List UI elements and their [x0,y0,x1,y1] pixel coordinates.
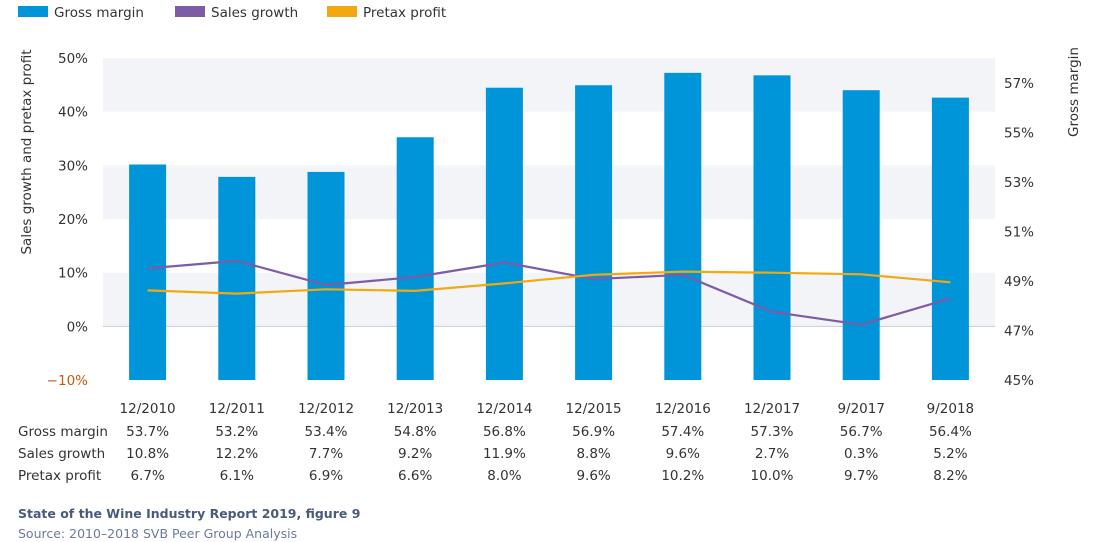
bar-gross-margin [575,85,613,380]
category-label: 12/2012 [298,401,354,417]
table-cell: 6.1% [220,468,254,484]
category-labels: 12/2010 12/2011 12/2012 12/2013 12/2014 12/20… [120,401,975,417]
table-cell: 54.8% [394,424,437,440]
table-cell: 9.6% [666,446,700,462]
table-cell: 12.2% [215,446,258,462]
bar-gross-margin [753,75,791,380]
table-cell: 8.8% [576,446,610,462]
legend-label: Gross margin [54,5,144,21]
table-cell: 53.2% [215,424,258,440]
category-label: 12/2016 [655,401,711,417]
category-label: 12/2011 [209,401,265,417]
legend: Gross margin Sales growth Pretax profit [18,5,446,21]
legend-label: Pretax profit [363,5,446,21]
table-cell: 6.9% [309,468,343,484]
table-cell: 57.3% [751,424,794,440]
right-tick-label: 55% [1004,125,1034,141]
right-tick-label: 51% [1004,224,1034,240]
right-axis-title: Gross margin [1066,47,1082,137]
bar-gross-margin [485,87,523,380]
bar-gross-margin [129,164,167,380]
legend-swatch-pretax-profit [327,6,357,17]
left-tick-label: 10% [58,266,88,282]
table-cell: 10.8% [126,446,169,462]
table-cell: 6.7% [130,468,164,484]
line-sales-growth [147,259,951,326]
table-cell: 11.9% [483,446,526,462]
table-cell: 10.0% [751,468,794,484]
left-tick-label: 20% [58,212,88,228]
right-tick-label: 57% [1004,76,1034,92]
left-axis-title: Sales growth and pretax profit [19,49,35,254]
table-cell: 56.8% [483,424,526,440]
right-axis-ticks: 57% 55% 53% 51% 49% 47% 45% [1004,76,1034,389]
legend-label: Sales growth [211,5,298,21]
table-cell: 9.7% [844,468,878,484]
table-cell: 56.9% [572,424,615,440]
table-cell: 10.2% [661,468,704,484]
bar-gross-margin [307,171,345,380]
left-tick-label: 50% [58,51,88,67]
category-label: 12/2015 [566,401,622,417]
legend-swatch-gross-margin [18,6,48,17]
table-cell: 53.7% [126,424,169,440]
bar-gross-margin [842,90,880,380]
figure-caption: State of the Wine Industry Report 2019, … [18,506,360,521]
table-cell: 57.4% [661,424,704,440]
bar-gross-margin [218,176,256,380]
table-row-header: Sales growth [18,446,105,462]
table-cell: 9.2% [398,446,432,462]
table-cell: 2.7% [755,446,789,462]
table-cell: 7.7% [309,446,343,462]
right-tick-label: 45% [1004,373,1034,389]
gross-margin-bars [129,72,969,380]
figure-source: Source: 2010–2018 SVB Peer Group Analysi… [18,526,297,541]
table-cell: 9.6% [576,468,610,484]
category-label: 12/2013 [387,401,443,417]
table-cell: 8.0% [487,468,521,484]
category-label: 12/2014 [476,401,532,417]
table-row-header: Pretax profit [18,468,101,484]
category-label: 9/2017 [837,401,885,417]
table-cell: 6.6% [398,468,432,484]
bar-gross-margin [396,137,434,380]
table-cell: 56.4% [929,424,972,440]
table-cell: 8.2% [933,468,967,484]
right-tick-label: 53% [1004,175,1034,191]
category-label: 12/2017 [744,401,800,417]
bar-gross-margin [931,97,969,380]
table-cell: 5.2% [933,446,967,462]
right-tick-label: 47% [1004,323,1034,339]
table-cell: 0.3% [844,446,878,462]
left-tick-label: 40% [58,105,88,121]
table-cell: 53.4% [305,424,348,440]
left-tick-label: 30% [58,158,88,174]
table-cell: 56.7% [840,424,883,440]
category-label: 12/2010 [120,401,176,417]
left-tick-label: 0% [67,319,89,335]
right-tick-label: 49% [1004,274,1034,290]
legend-swatch-sales-growth [175,6,205,17]
line-pretax-profit [147,270,951,295]
category-label: 9/2018 [927,401,975,417]
data-table: Gross margin 53.7% 53.2% 53.4% 54.8% 56.8% 56.… [18,424,972,484]
line-series [147,259,951,326]
bar-gross-margin [664,72,702,380]
left-axis-ticks: 50% 40% 30% 20% 10% 0% −10% [47,51,88,389]
table-row-header: Gross margin [18,424,108,440]
left-tick-label: −10% [47,373,88,389]
